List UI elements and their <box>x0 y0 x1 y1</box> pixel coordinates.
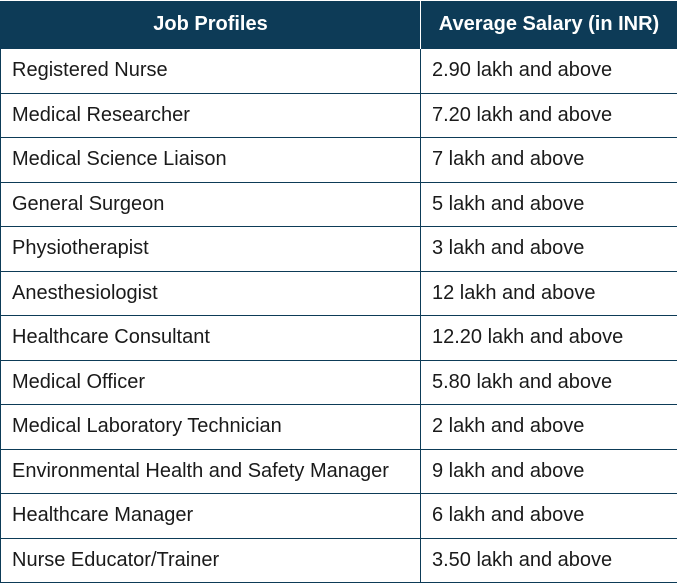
table-row: Medical Laboratory Technician 2 lakh and… <box>0 404 677 450</box>
header-job-profiles: Job Profiles <box>0 1 421 49</box>
table-row: Medical Officer 5.80 lakh and above <box>0 359 677 405</box>
header-average-salary: Average Salary (in INR) <box>420 1 677 49</box>
job-profile-cell: Healthcare Consultant <box>0 315 421 361</box>
salary-cell: 6 lakh and above <box>420 493 677 539</box>
salary-cell: 3 lakh and above <box>420 226 677 272</box>
table-row: Medical Researcher 7.20 lakh and above <box>0 92 677 138</box>
job-profile-cell: Medical Science Liaison <box>0 137 421 183</box>
table-row: Physiotherapist 3 lakh and above <box>0 226 677 272</box>
salary-cell: 9 lakh and above <box>420 448 677 494</box>
table-header-row: Job Profiles Average Salary (in INR) <box>0 1 677 49</box>
salary-cell: 7.20 lakh and above <box>420 92 677 138</box>
table-row: Healthcare Manager 6 lakh and above <box>0 493 677 539</box>
table-row: Medical Science Liaison 7 lakh and above <box>0 137 677 183</box>
job-profile-cell: Nurse Educator/Trainer <box>0 537 421 583</box>
job-profile-cell: Registered Nurse <box>0 48 421 94</box>
job-profile-cell: Physiotherapist <box>0 226 421 272</box>
salary-cell: 5 lakh and above <box>420 181 677 227</box>
job-profile-cell: Healthcare Manager <box>0 493 421 539</box>
salary-cell: 5.80 lakh and above <box>420 359 677 405</box>
table-row: Nurse Educator/Trainer 3.50 lakh and abo… <box>0 537 677 583</box>
job-profile-cell: Anesthesiologist <box>0 270 421 316</box>
salary-cell: 12.20 lakh and above <box>420 315 677 361</box>
salary-cell: 3.50 lakh and above <box>420 537 677 583</box>
job-profile-cell: Medical Researcher <box>0 92 421 138</box>
job-profile-cell: Medical Laboratory Technician <box>0 404 421 450</box>
salary-cell: 2.90 lakh and above <box>420 48 677 94</box>
job-profile-cell: Medical Officer <box>0 359 421 405</box>
table-row: General Surgeon 5 lakh and above <box>0 181 677 227</box>
salary-cell: 7 lakh and above <box>420 137 677 183</box>
table-row: Environmental Health and Safety Manager … <box>0 448 677 494</box>
table-row: Anesthesiologist 12 lakh and above <box>0 270 677 316</box>
job-profile-cell: General Surgeon <box>0 181 421 227</box>
table-row: Healthcare Consultant 12.20 lakh and abo… <box>0 315 677 361</box>
job-profile-cell: Environmental Health and Safety Manager <box>0 448 421 494</box>
salary-cell: 2 lakh and above <box>420 404 677 450</box>
table-row: Registered Nurse 2.90 lakh and above <box>0 48 677 94</box>
salary-cell: 12 lakh and above <box>420 270 677 316</box>
